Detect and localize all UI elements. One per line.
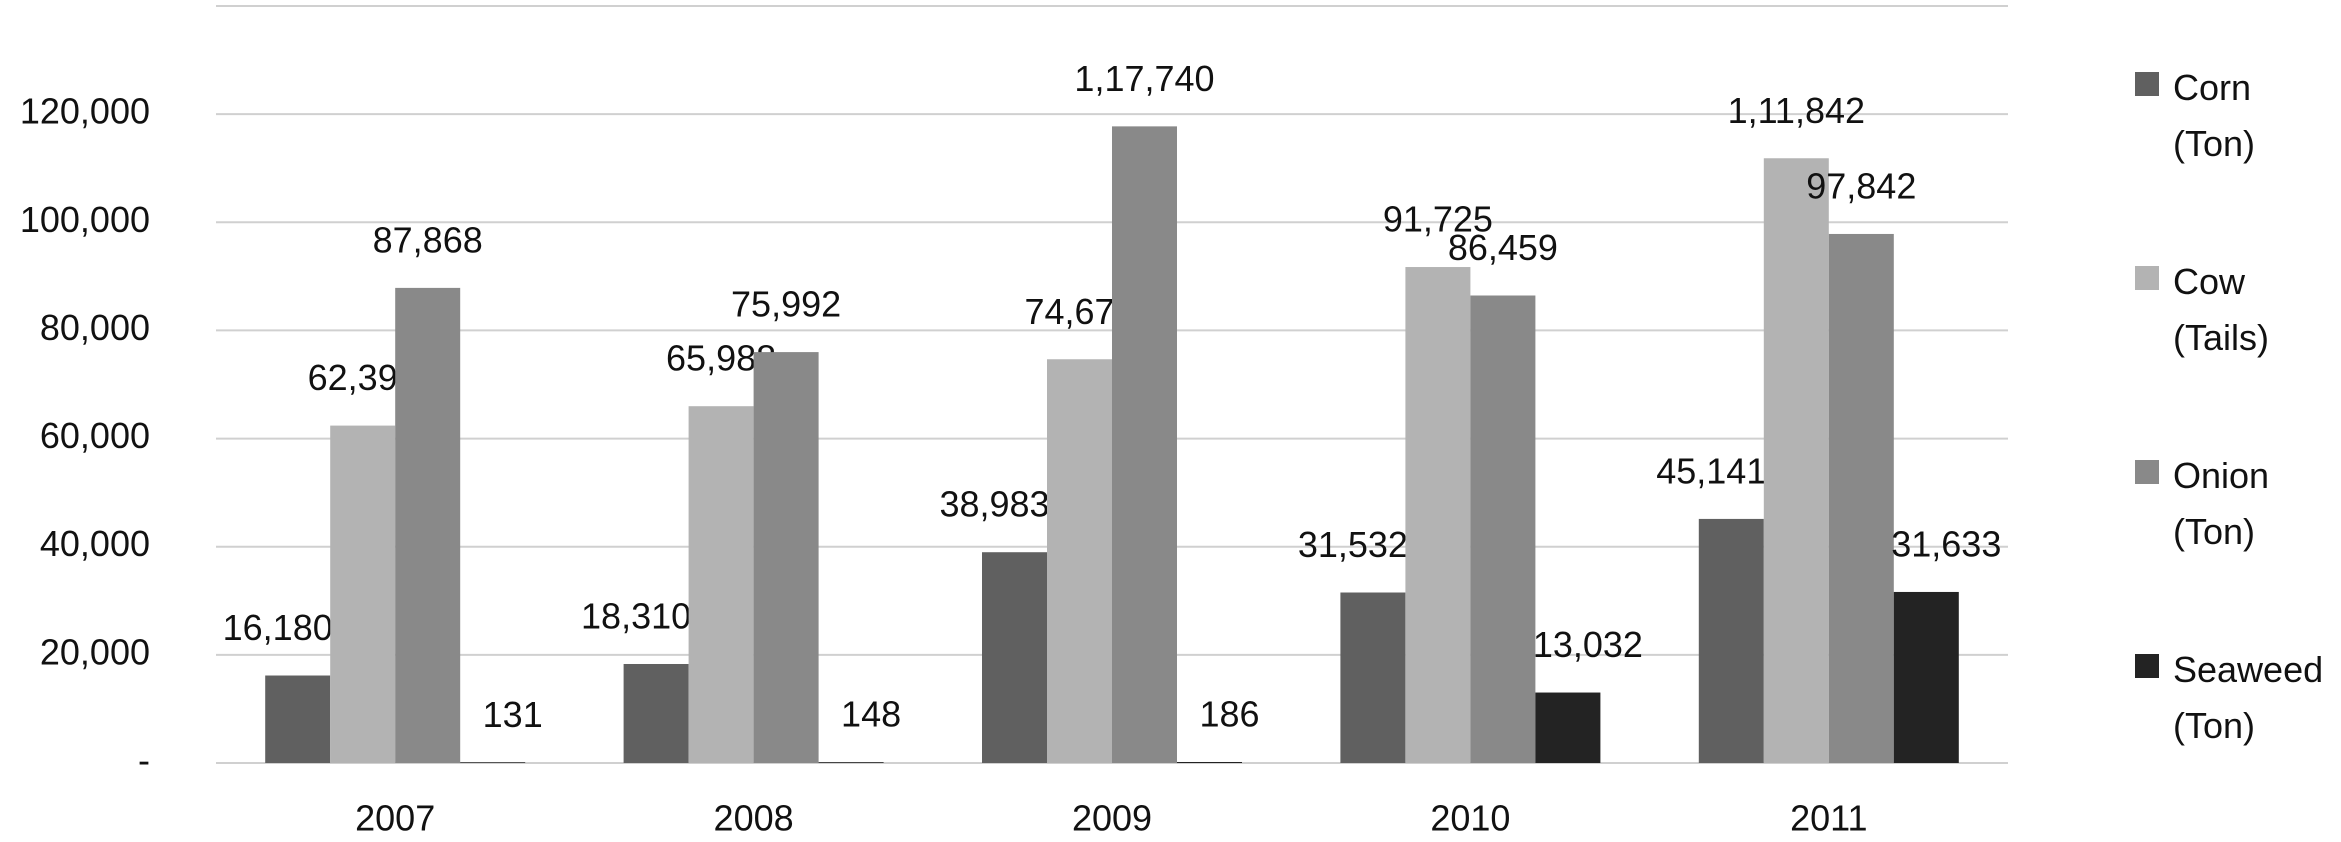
legend-label: Seaweed (Ton) bbox=[2173, 649, 2324, 746]
bar bbox=[1893, 591, 1959, 763]
bar bbox=[265, 675, 331, 763]
bar bbox=[460, 762, 526, 763]
value-label: 91,725 bbox=[1383, 199, 1493, 240]
y-tick-label: 100,000 bbox=[20, 199, 150, 240]
value-label: 31,633 bbox=[1891, 523, 2001, 564]
bar bbox=[395, 287, 461, 763]
value-label: 1,17,740 bbox=[1074, 58, 1214, 99]
legend-item: Seaweed (Ton) bbox=[2135, 642, 2323, 754]
bar bbox=[330, 425, 396, 763]
bar bbox=[1112, 126, 1177, 764]
x-tick-label: 2009 bbox=[1072, 798, 1152, 839]
bar bbox=[1047, 359, 1112, 763]
y-tick-label: 20,000 bbox=[40, 631, 150, 672]
y-tick-label: 40,000 bbox=[40, 523, 150, 564]
y-tick-label: 80,000 bbox=[40, 307, 150, 348]
value-label: 38,983 bbox=[939, 484, 1049, 525]
bar bbox=[1828, 233, 1894, 763]
legend-label: Cow (Tails) bbox=[2173, 261, 2269, 358]
legend-label: Corn (Ton) bbox=[2173, 67, 2256, 164]
value-label: 186 bbox=[1199, 694, 1259, 735]
x-tick-label: 2011 bbox=[1790, 798, 1867, 839]
bar bbox=[1340, 592, 1406, 763]
x-tick-label: 2008 bbox=[714, 798, 794, 839]
bar bbox=[1470, 295, 1536, 763]
bar bbox=[688, 406, 754, 763]
value-label: 45,141 bbox=[1656, 450, 1766, 491]
value-label: 97,842 bbox=[1806, 165, 1916, 206]
legend-swatch bbox=[2135, 460, 2159, 484]
value-label: 1,11,842 bbox=[1728, 90, 1865, 131]
bar bbox=[982, 552, 1047, 763]
value-label: 31,532 bbox=[1298, 524, 1408, 565]
y-tick-label: 120,000 bbox=[20, 91, 150, 132]
value-label: 87,868 bbox=[373, 219, 483, 260]
value-label: 86,459 bbox=[1448, 227, 1558, 268]
value-label: 148 bbox=[841, 694, 901, 735]
value-label: 18,310 bbox=[581, 596, 691, 637]
bar bbox=[753, 352, 819, 763]
legend-swatch bbox=[2135, 72, 2159, 96]
legend-item: Corn (Ton) bbox=[2135, 60, 2255, 172]
value-label: 16,180 bbox=[223, 607, 333, 648]
bar bbox=[818, 762, 884, 763]
legend-swatch bbox=[2135, 654, 2159, 678]
legend-item: Onion (Ton) bbox=[2135, 448, 2269, 560]
value-label: 131 bbox=[483, 694, 543, 735]
x-tick-label: 2007 bbox=[355, 798, 435, 839]
legend-item: Cow (Tails) bbox=[2135, 254, 2269, 366]
bar bbox=[1405, 267, 1471, 763]
bar bbox=[1177, 761, 1242, 763]
bar bbox=[1535, 692, 1601, 763]
bar bbox=[1698, 518, 1764, 763]
y-tick-label: 60,000 bbox=[40, 415, 150, 456]
y-tick-label: - bbox=[138, 740, 150, 781]
value-label: 13,032 bbox=[1533, 624, 1643, 665]
legend-swatch bbox=[2135, 266, 2159, 290]
bar bbox=[1763, 158, 1829, 763]
value-label: 75,992 bbox=[731, 284, 841, 325]
legend-label: Onion (Ton) bbox=[2173, 455, 2270, 552]
x-tick-label: 2010 bbox=[1430, 798, 1510, 839]
bar bbox=[623, 663, 689, 763]
